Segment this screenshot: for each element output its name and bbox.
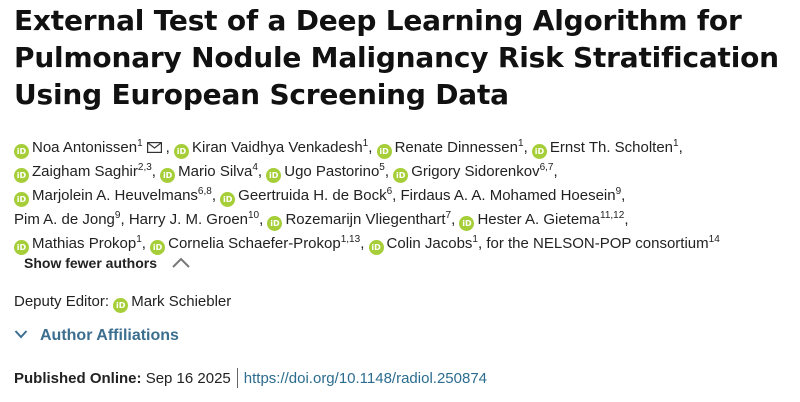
doi-link[interactable]: https://doi.org/10.1148/radiol.250874 bbox=[243, 370, 488, 387]
author-name[interactable]: Cornelia Schaefer-Prokop bbox=[168, 235, 341, 252]
author-name[interactable]: Ernst Th. Scholten bbox=[549, 139, 674, 156]
title-line-1: External Test of a Deep Learning Algorit… bbox=[14, 4, 742, 37]
author-firdaus-mohamed-hoesein[interactable]: Firdaus A. A. Mohamed Hoesein9 bbox=[400, 186, 622, 205]
author-pim-de-jong[interactable]: Pim A. de Jong9 bbox=[14, 210, 121, 229]
orcid-icon[interactable] bbox=[393, 168, 409, 183]
orcid-icon[interactable] bbox=[14, 144, 29, 159]
author-harry-groen[interactable]: Harry J. M. Groen10 bbox=[128, 210, 260, 229]
affiliation-sup: 9 bbox=[615, 186, 622, 197]
author-name[interactable]: Kiran Vaidhya Venkadesh bbox=[191, 139, 363, 156]
author-name[interactable]: Colin Jacobs bbox=[386, 235, 473, 252]
author-name[interactable]: Hester A. Gietema bbox=[477, 211, 601, 228]
affiliation-sup: 2,3 bbox=[137, 162, 152, 173]
author-hester-gietema[interactable]: Hester A. Gietema11,12 bbox=[459, 210, 625, 231]
author-name[interactable]: Mathias Prokop bbox=[32, 235, 137, 252]
affiliation-sup: 1 bbox=[136, 234, 142, 245]
author-geertruida-de-bock[interactable]: Geertruida H. de Bock6 bbox=[220, 186, 393, 207]
author-name[interactable]: Renate Dinnessen bbox=[394, 139, 518, 156]
author-name[interactable]: Marjolein A. Heuvelmans bbox=[32, 187, 198, 204]
article-title: External Test of a Deep Learning Algorit… bbox=[14, 2, 794, 113]
orcid-icon[interactable] bbox=[173, 144, 189, 159]
affiliation-sup: 6,7 bbox=[539, 162, 554, 173]
editor-name[interactable]: Mark Schiebler bbox=[131, 293, 232, 310]
author-mario-silva[interactable]: Mario Silva4 bbox=[160, 162, 258, 183]
orcid-icon[interactable] bbox=[150, 240, 166, 255]
orcid-icon[interactable] bbox=[531, 144, 547, 159]
orcid-icon[interactable] bbox=[368, 240, 384, 255]
author-affiliations-toggle[interactable]: Author Affiliations bbox=[14, 327, 179, 345]
orcid-icon[interactable] bbox=[113, 298, 129, 313]
author-list: Noa Antonissen1, Kiran Vaidhya Venkadesh… bbox=[14, 136, 800, 256]
affiliation-sup: 4 bbox=[252, 162, 258, 173]
editor-label: Deputy Editor: bbox=[14, 293, 110, 310]
published-date: Sep 16 2025 bbox=[145, 370, 231, 387]
orcid-icon[interactable] bbox=[14, 168, 29, 183]
deputy-editor: Deputy Editor: Mark Schiebler bbox=[14, 293, 231, 313]
author-name[interactable]: for the NELSON-POP consortium bbox=[486, 235, 709, 252]
author-renate-dinnessen[interactable]: Renate Dinnessen1 bbox=[376, 138, 524, 159]
affiliation-sup: 10 bbox=[248, 210, 260, 221]
affiliation-sup: 9 bbox=[114, 210, 121, 221]
author-line-3: Marjolein A. Heuvelmans6,8, Geertruida H… bbox=[14, 184, 800, 208]
author-nelson-pop-consortium[interactable]: for the NELSON-POP consortium14 bbox=[486, 234, 720, 253]
affiliations-label[interactable]: Author Affiliations bbox=[40, 327, 179, 344]
orcid-icon[interactable] bbox=[266, 168, 282, 183]
affiliation-sup: 5 bbox=[379, 162, 385, 173]
affiliation-sup: 1 bbox=[137, 138, 143, 149]
affiliation-sup: 7 bbox=[445, 210, 452, 221]
author-name[interactable]: Zaigham Saghir bbox=[32, 163, 138, 180]
author-cornelia-schaefer-prokop[interactable]: Cornelia Schaefer-Prokop1,13 bbox=[150, 234, 361, 255]
affiliation-sup: 1 bbox=[472, 234, 478, 245]
affiliation-sup: 6,8 bbox=[197, 186, 212, 197]
orcid-icon[interactable] bbox=[459, 216, 475, 231]
orcid-icon[interactable] bbox=[14, 192, 29, 207]
author-name[interactable]: Geertruida H. de Bock bbox=[238, 187, 387, 204]
author-name[interactable]: Ugo Pastorino bbox=[284, 163, 380, 180]
divider bbox=[236, 368, 238, 388]
show-fewer-label[interactable]: Show fewer authors bbox=[24, 255, 158, 271]
chevron-down-icon[interactable] bbox=[14, 329, 28, 339]
chevron-up-icon[interactable] bbox=[171, 257, 191, 269]
author-line-2: Zaigham Saghir2,3, Mario Silva4, Ugo Pas… bbox=[14, 160, 800, 184]
author-zaigham-saghir[interactable]: Zaigham Saghir2,3 bbox=[14, 162, 152, 183]
author-line-1: Noa Antonissen1, Kiran Vaidhya Venkadesh… bbox=[14, 136, 800, 160]
author-name[interactable]: Rozemarijn Vliegenthart bbox=[285, 211, 446, 228]
author-ernst-scholten[interactable]: Ernst Th. Scholten1 bbox=[531, 138, 679, 159]
affiliation-sup: 11,12 bbox=[600, 210, 625, 221]
affiliation-sup: 1,13 bbox=[340, 234, 361, 245]
author-name[interactable]: Firdaus A. A. Mohamed Hoesein bbox=[400, 187, 616, 204]
author-mathias-prokop[interactable]: Mathias Prokop1 bbox=[14, 234, 142, 255]
affiliation-sup: 6 bbox=[386, 186, 393, 197]
show-fewer-authors-button[interactable]: Show fewer authors bbox=[24, 255, 191, 271]
orcid-icon[interactable] bbox=[160, 168, 176, 183]
orcid-icon[interactable] bbox=[376, 144, 392, 159]
affiliation-sup: 1 bbox=[362, 138, 369, 149]
title-line-2: Pulmonary Nodule Malignancy Risk Stratif… bbox=[14, 41, 779, 74]
orcid-icon[interactable] bbox=[220, 192, 236, 207]
affiliation-sup: 1 bbox=[673, 138, 679, 149]
author-rozemarijn-vliegenthart[interactable]: Rozemarijn Vliegenthart7 bbox=[267, 210, 452, 231]
author-name[interactable]: Noa Antonissen bbox=[32, 139, 138, 156]
author-colin-jacobs[interactable]: Colin Jacobs1 bbox=[368, 234, 478, 255]
author-kiran-vaidhya-venkadesh[interactable]: Kiran Vaidhya Venkadesh1 bbox=[173, 138, 369, 159]
author-grigory-sidorenkov[interactable]: Grigory Sidorenkov6,7 bbox=[393, 162, 554, 183]
orcid-icon[interactable] bbox=[14, 240, 29, 255]
affiliation-sup: 1 bbox=[518, 138, 524, 149]
author-marjolein-heuvelmans[interactable]: Marjolein A. Heuvelmans6,8 bbox=[14, 186, 212, 207]
author-noa-antonissen[interactable]: Noa Antonissen1 bbox=[14, 138, 143, 159]
author-name[interactable]: Harry J. M. Groen bbox=[128, 211, 248, 228]
publication-info: Published Online: Sep 16 2025 https://doi… bbox=[14, 368, 487, 388]
title-line-3: Using European Screening Data bbox=[14, 78, 509, 111]
affiliation-sup: 14 bbox=[708, 234, 720, 245]
author-line-5: Mathias Prokop1, Cornelia Schaefer-Proko… bbox=[14, 232, 800, 256]
author-line-4: Pim A. de Jong9, Harry J. M. Groen10, Ro… bbox=[14, 208, 800, 232]
orcid-icon[interactable] bbox=[267, 216, 283, 231]
author-ugo-pastorino[interactable]: Ugo Pastorino5 bbox=[266, 162, 385, 183]
published-label: Published Online: bbox=[14, 370, 142, 387]
author-name[interactable]: Pim A. de Jong bbox=[14, 211, 115, 228]
author-name[interactable]: Mario Silva bbox=[178, 163, 253, 180]
mail-icon[interactable] bbox=[146, 142, 162, 153]
author-name[interactable]: Grigory Sidorenkov bbox=[411, 163, 540, 180]
